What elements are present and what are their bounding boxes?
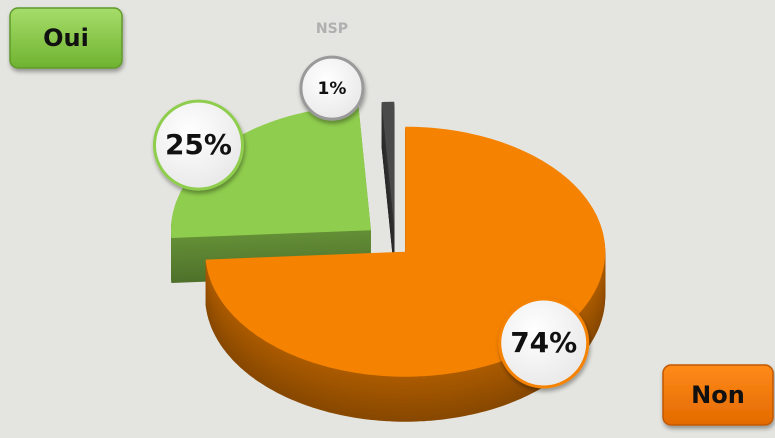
slice bbox=[381, 101, 395, 272]
legend-oui: Oui bbox=[9, 7, 123, 69]
slice-top bbox=[205, 126, 606, 377]
label-bubble bbox=[152, 99, 244, 191]
legend-label: Non bbox=[691, 381, 745, 409]
label-bubble bbox=[299, 55, 365, 121]
value-label: 25% bbox=[165, 128, 232, 161]
legend-label: Oui bbox=[43, 24, 89, 52]
slice-top bbox=[171, 105, 371, 239]
slice-top bbox=[381, 101, 395, 227]
category-label: NSP bbox=[316, 21, 348, 37]
labels: 74% 25% 1% NSP bbox=[152, 21, 590, 389]
label-bubble bbox=[498, 297, 590, 389]
value-label: 74% bbox=[510, 326, 577, 359]
legend-non: Non bbox=[662, 364, 774, 426]
value-label: 1% bbox=[318, 79, 347, 99]
legend-box bbox=[662, 364, 774, 426]
slice bbox=[171, 105, 371, 283]
legend-box bbox=[9, 7, 123, 69]
